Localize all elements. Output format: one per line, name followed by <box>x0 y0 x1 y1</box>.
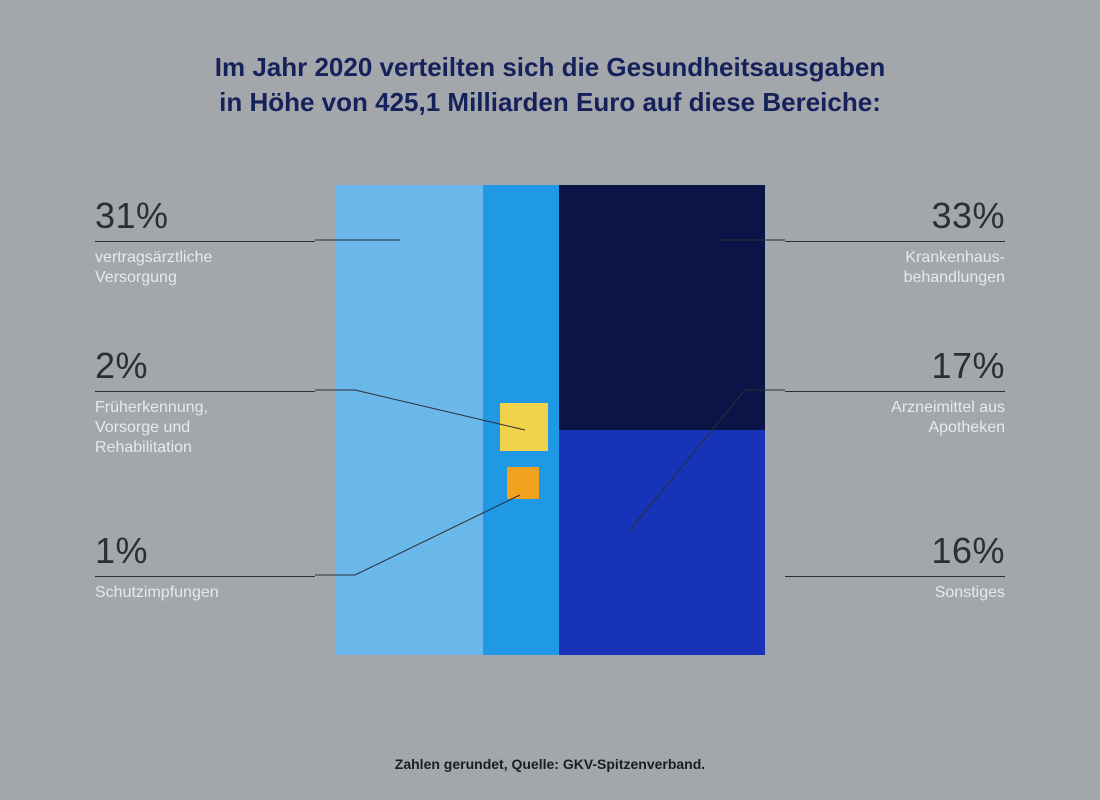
label-pct: 33% <box>785 195 1005 237</box>
label-1: 2% Früherkennung,Vorsorge undRehabilitati… <box>95 345 315 458</box>
label-desc: vertragsärztlicheVersorgung <box>95 248 315 288</box>
label-pct: 17% <box>785 345 1005 387</box>
label-pct: 31% <box>95 195 315 237</box>
label-2: 1% Schutzimpfungen <box>95 530 315 603</box>
label-underline <box>95 391 315 392</box>
label-desc: Schutzimpfungen <box>95 583 315 603</box>
treemap <box>335 185 765 655</box>
label-desc: Früherkennung,Vorsorge undRehabilitation <box>95 398 315 458</box>
cell-kranken <box>559 185 765 430</box>
label-underline <box>95 576 315 577</box>
chart-title: Im Jahr 2020 verteilten sich die Gesundh… <box>0 50 1100 120</box>
label-5: 16% Sonstiges <box>785 530 1005 603</box>
label-pct: 16% <box>785 530 1005 572</box>
cell-arznei <box>559 430 765 655</box>
cell-schutz <box>507 467 539 499</box>
label-underline <box>785 576 1005 577</box>
label-underline <box>785 391 1005 392</box>
label-pct: 1% <box>95 530 315 572</box>
label-underline <box>95 241 315 242</box>
footnote: Zahlen gerundet, Quelle: GKV-Spitzenverb… <box>0 756 1100 772</box>
label-0: 31% vertragsärztlicheVersorgung <box>95 195 315 288</box>
title-line-2: in Höhe von 425,1 Milliarden Euro auf di… <box>219 87 881 117</box>
label-desc: Sonstiges <box>785 583 1005 603</box>
label-desc: Arzneimittel ausApotheken <box>785 398 1005 438</box>
label-pct: 2% <box>95 345 315 387</box>
label-desc: Krankenhaus-behandlungen <box>785 248 1005 288</box>
label-4: 17% Arzneimittel ausApotheken <box>785 345 1005 438</box>
cell-frueh <box>500 403 548 451</box>
label-3: 33% Krankenhaus-behandlungen <box>785 195 1005 288</box>
title-line-1: Im Jahr 2020 verteilten sich die Gesundh… <box>215 52 885 82</box>
cell-vertrag <box>335 185 483 655</box>
label-underline <box>785 241 1005 242</box>
